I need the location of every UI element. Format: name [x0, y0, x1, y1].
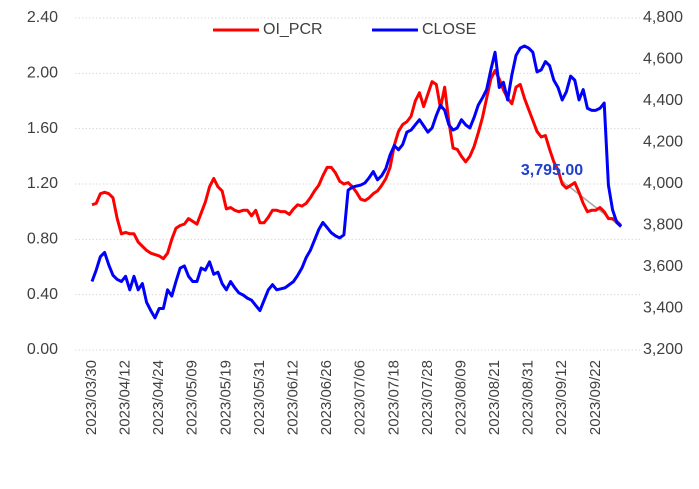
x-tick-label: 2023/08/09 — [452, 360, 469, 435]
legend-label: OI_PCR — [263, 21, 323, 38]
y2-tick-label: 3,400 — [643, 300, 683, 317]
x-tick-label: 2023/08/21 — [486, 360, 503, 435]
x-tick-label: 2023/04/12 — [117, 360, 134, 435]
x-tick-label: 2023/03/30 — [83, 360, 100, 435]
y2-tick-label: 4,000 — [643, 175, 683, 192]
y2-tick-label: 4,800 — [643, 9, 683, 26]
x-tick-label: 2023/07/18 — [385, 360, 402, 435]
y2-tick-label: 4,600 — [643, 51, 683, 68]
x-tick-label: 2023/05/19 — [217, 360, 234, 435]
y-tick-label: 0.40 — [27, 286, 58, 303]
y2-tick-label: 3,600 — [643, 258, 683, 275]
x-tick-label: 2023/05/09 — [184, 360, 201, 435]
x-tick-label: 2023/04/24 — [150, 360, 167, 435]
x-tick-label: 2023/09/22 — [587, 360, 604, 435]
x-tick-label: 2023/05/31 — [251, 360, 268, 435]
x-tick-label: 2023/06/12 — [284, 360, 301, 435]
y2-tick-label: 3,800 — [643, 217, 683, 234]
series-line — [91, 69, 623, 261]
y-tick-label: 1.60 — [27, 120, 58, 137]
y2-tick-label: 3,200 — [643, 341, 683, 358]
y-tick-label: 2.00 — [27, 65, 58, 82]
annotation: 3,795.00 — [521, 162, 583, 179]
x-tick-label: 2023/07/06 — [352, 360, 369, 435]
y-tick-label: 0.00 — [27, 341, 58, 358]
x-tick-label: 2023/07/28 — [419, 360, 436, 435]
y2-tick-label: 4,200 — [643, 134, 683, 151]
y-tick-label: 2.40 — [27, 9, 58, 26]
x-tick-label: 2023/08/31 — [520, 360, 537, 435]
y-tick-label: 1.20 — [27, 175, 58, 192]
x-tick-label: 2023/09/12 — [553, 360, 570, 435]
legend-label: CLOSE — [422, 21, 476, 38]
series-line — [90, 44, 623, 320]
x-tick-label: 2023/06/26 — [318, 360, 335, 435]
y-tick-label: 0.80 — [27, 231, 58, 248]
y2-tick-label: 4,400 — [643, 92, 683, 109]
